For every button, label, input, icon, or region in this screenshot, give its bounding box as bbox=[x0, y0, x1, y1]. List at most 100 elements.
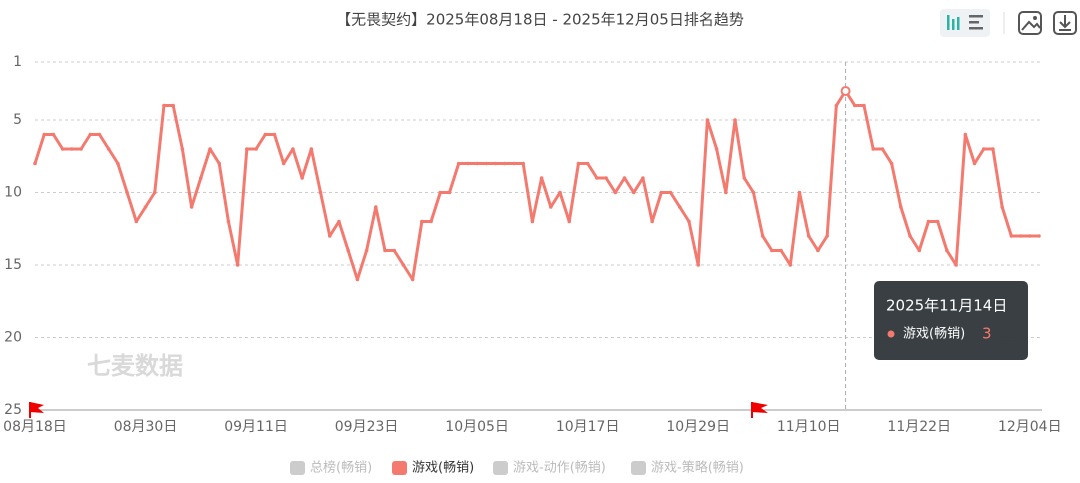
data-point bbox=[466, 161, 470, 166]
data-point bbox=[742, 176, 747, 180]
data-point bbox=[475, 161, 479, 166]
data-point bbox=[254, 147, 258, 151]
data-point bbox=[917, 248, 922, 253]
data-point bbox=[576, 161, 581, 166]
data-point bbox=[585, 161, 590, 166]
data-point bbox=[60, 147, 65, 151]
data-point bbox=[1037, 234, 1041, 238]
data-point bbox=[631, 190, 636, 195]
data-point bbox=[945, 248, 949, 253]
toolbar[interactable] bbox=[940, 9, 1077, 37]
data-point bbox=[963, 132, 968, 137]
data-point bbox=[797, 190, 802, 195]
data-point bbox=[622, 176, 627, 180]
legend-label: 总榜(畅销) bbox=[310, 460, 372, 476]
data-point bbox=[1009, 234, 1014, 238]
data-point bbox=[972, 161, 977, 166]
data-point bbox=[226, 219, 231, 224]
legend-item[interactable]: 游戏-策略(畅销) bbox=[631, 460, 744, 476]
legend-label: 游戏(畅销) bbox=[412, 461, 474, 476]
data-point bbox=[355, 277, 360, 282]
data-point bbox=[696, 263, 700, 267]
data-point bbox=[143, 205, 148, 209]
data-point bbox=[106, 147, 111, 151]
data-point bbox=[484, 161, 489, 166]
x-tick-label: 08月18日 bbox=[3, 419, 67, 435]
data-point bbox=[51, 132, 56, 137]
chart-title: 【无畏契约】2025年08月18日 - 2025年12月05日排名趋势 bbox=[336, 11, 744, 29]
data-point bbox=[595, 176, 599, 180]
save-image[interactable] bbox=[1018, 11, 1042, 35]
data-point bbox=[770, 248, 774, 253]
data-point bbox=[926, 219, 931, 224]
data-point bbox=[650, 219, 654, 224]
legend-swatch bbox=[631, 461, 646, 475]
data-point bbox=[724, 190, 728, 195]
data-point bbox=[659, 190, 664, 195]
data-point bbox=[880, 147, 885, 151]
x-tick-label: 12月04日 bbox=[998, 419, 1062, 435]
tooltip-series: 游戏(畅销) bbox=[903, 327, 965, 342]
data-point bbox=[88, 132, 93, 137]
x-tick-label: 11月22日 bbox=[887, 419, 951, 435]
data-point bbox=[116, 161, 120, 166]
download[interactable] bbox=[1053, 11, 1077, 35]
legend-label: 游戏-动作(畅销) bbox=[513, 461, 606, 476]
y-tick-label: 20 bbox=[4, 330, 22, 346]
data-point bbox=[530, 219, 535, 224]
legend-item[interactable]: 总榜(畅销) bbox=[290, 460, 372, 476]
data-point bbox=[991, 147, 995, 151]
data-point bbox=[539, 176, 544, 180]
data-point bbox=[245, 147, 249, 151]
x-tick-label: 09月23日 bbox=[335, 419, 399, 435]
data-point bbox=[171, 103, 175, 108]
data-point bbox=[300, 176, 304, 180]
data-point bbox=[502, 161, 507, 166]
data-point bbox=[714, 147, 719, 151]
data-point bbox=[79, 147, 83, 151]
data-point bbox=[208, 147, 212, 151]
data-point bbox=[816, 248, 820, 253]
watermark: 七麦数据 bbox=[87, 352, 183, 380]
data-point bbox=[788, 263, 793, 267]
tooltip-value: 3 bbox=[982, 325, 992, 343]
data-point bbox=[521, 161, 525, 166]
data-point bbox=[180, 147, 185, 151]
data-point bbox=[42, 132, 47, 137]
data-point bbox=[751, 190, 756, 195]
data-point bbox=[456, 161, 461, 166]
data-point bbox=[981, 147, 986, 151]
legend-label: 游戏-策略(畅销) bbox=[651, 460, 744, 476]
y-tick-label: 15 bbox=[4, 257, 22, 273]
data-point bbox=[374, 205, 378, 209]
flag bbox=[29, 402, 44, 418]
data-point bbox=[346, 248, 350, 253]
data-point bbox=[889, 161, 894, 166]
data-point bbox=[825, 234, 829, 238]
data-point bbox=[152, 190, 157, 195]
data-point bbox=[567, 219, 572, 224]
legend-item[interactable]: 游戏(畅销) bbox=[392, 461, 474, 476]
legend-item[interactable]: 游戏-动作(畅销) bbox=[493, 461, 606, 476]
data-point bbox=[447, 190, 452, 195]
data-point bbox=[954, 263, 958, 267]
data-point bbox=[401, 263, 406, 267]
data-point bbox=[97, 132, 102, 137]
data-point bbox=[687, 219, 691, 224]
data-point bbox=[429, 219, 433, 224]
series-line bbox=[33, 89, 1039, 281]
data-point bbox=[871, 147, 876, 151]
data-point bbox=[852, 103, 857, 108]
x-tick-label: 10月05日 bbox=[445, 419, 509, 435]
data-point bbox=[549, 205, 553, 209]
data-point bbox=[1000, 205, 1004, 209]
x-tick-label: 10月17日 bbox=[556, 419, 620, 435]
data-point bbox=[668, 190, 673, 195]
data-point bbox=[1018, 234, 1023, 238]
data-point bbox=[70, 147, 74, 151]
data-point bbox=[134, 219, 139, 224]
data-point bbox=[291, 147, 295, 151]
data-point bbox=[840, 86, 851, 96]
data-point bbox=[1027, 234, 1032, 238]
data-point bbox=[318, 190, 323, 195]
